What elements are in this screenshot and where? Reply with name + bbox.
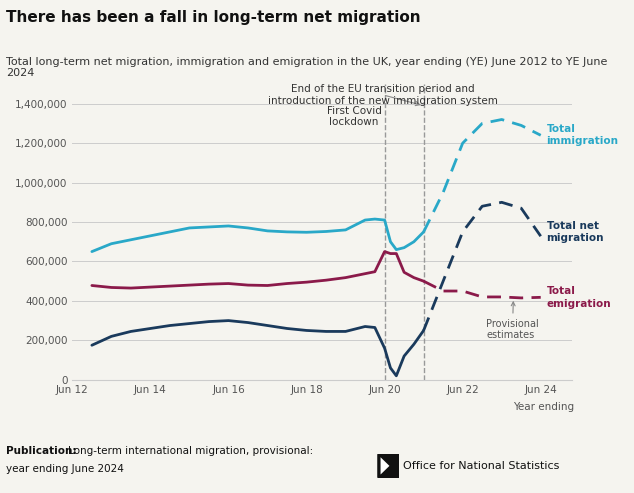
Text: First Covid
lockdown: First Covid lockdown: [327, 106, 382, 127]
Text: End of the EU transition period and
introduction of the new immigration system: End of the EU transition period and intr…: [268, 84, 498, 106]
Text: Publication:: Publication:: [6, 446, 81, 456]
Text: Office for National Statistics: Office for National Statistics: [403, 461, 559, 471]
Text: There has been a fall in long-term net migration: There has been a fall in long-term net m…: [6, 10, 421, 25]
Text: Year ending: Year ending: [513, 402, 574, 413]
Text: Long-term international migration, provisional:: Long-term international migration, provi…: [68, 446, 314, 456]
Text: Total net
migration: Total net migration: [547, 221, 604, 243]
Text: Total
emigration: Total emigration: [547, 286, 611, 309]
FancyBboxPatch shape: [377, 454, 399, 478]
Text: Total
immigration: Total immigration: [547, 124, 619, 146]
Text: year ending June 2024: year ending June 2024: [6, 464, 124, 474]
Polygon shape: [380, 458, 389, 474]
Text: Total long-term net migration, immigration and emigration in the UK, year ending: Total long-term net migration, immigrati…: [6, 57, 608, 78]
Text: Provisional
estimates: Provisional estimates: [486, 302, 539, 340]
